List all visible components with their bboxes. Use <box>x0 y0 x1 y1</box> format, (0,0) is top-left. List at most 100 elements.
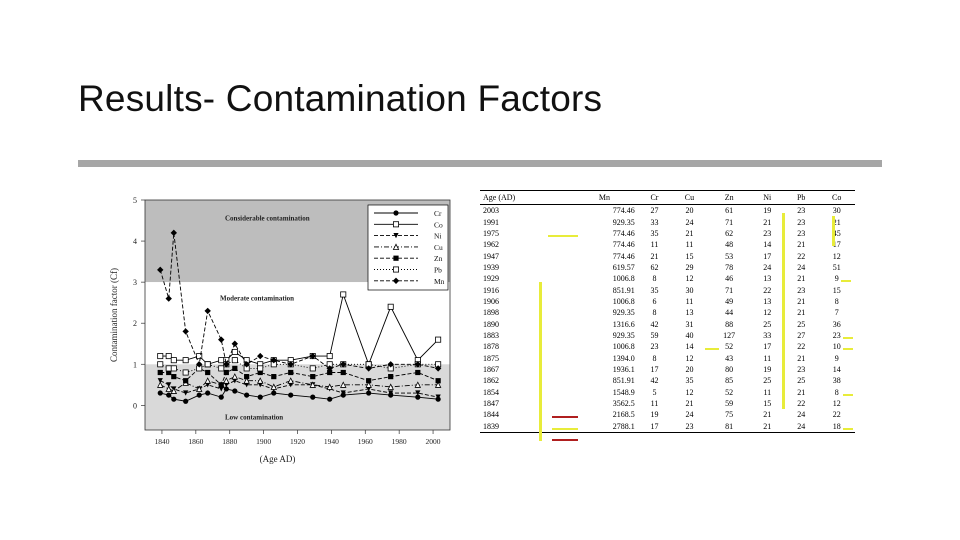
table-cell: 21 <box>650 251 659 261</box>
table-cell: 14 <box>685 342 694 352</box>
table-cell: 81 <box>707 420 751 433</box>
table-cell: 929.35 <box>612 217 635 227</box>
x-tick-label: 1860 <box>188 437 203 446</box>
data-point-zn <box>388 374 394 380</box>
table-row: 1991 929.35 33 24 71 21 23 21 <box>480 216 855 227</box>
highlight-underline <box>843 427 853 430</box>
data-point-co <box>196 353 203 360</box>
table-cell: 53 <box>725 251 734 261</box>
table-cell: 1844 <box>483 410 499 420</box>
data-point-mn <box>157 266 164 274</box>
table-cell: 21 <box>797 308 806 318</box>
table-cell: 40 <box>685 330 694 340</box>
data-point-cr <box>218 394 224 400</box>
table-cell: 8 <box>652 308 657 318</box>
table-row: 1962 774.46 11 11 48 14 21 17 <box>480 239 855 250</box>
table-cell: 17 <box>763 251 772 261</box>
table-cell: 46 <box>725 274 734 284</box>
table-cell: 6 <box>652 296 657 306</box>
table-row: 1947 774.46 21 15 53 17 22 12 <box>480 250 855 261</box>
data-point-co <box>218 357 225 364</box>
table-cell: 59 <box>650 330 659 340</box>
table-cell: 49 <box>725 296 734 306</box>
table-cell: 1548.9 <box>612 387 635 397</box>
table-cell: 23 <box>763 228 772 238</box>
table-cell: 21 <box>797 353 806 363</box>
zone-band-1 <box>145 282 450 365</box>
data-point-cr <box>205 390 211 396</box>
legend-label: Ni <box>434 232 442 241</box>
table-cell: 22 <box>797 251 806 261</box>
concentration-table: Age (AD) Mn Cr Cu Zn Ni Pb Co 2003 774.46 27 20 61 1… <box>480 190 855 441</box>
table-cell: 11 <box>763 387 772 397</box>
legend-label: Co <box>434 220 443 229</box>
table-cell: 27 <box>797 330 806 340</box>
table-cell: 2168.5 <box>612 410 635 420</box>
data-point-cu <box>365 381 372 388</box>
data-point-zn <box>288 369 294 376</box>
table-cell: 14 <box>832 364 841 374</box>
table-cell: 33 <box>650 217 659 227</box>
table-cell: 38 <box>832 376 841 386</box>
highlight-underline <box>843 336 853 339</box>
table-cell: 1898 <box>483 308 499 318</box>
table-cell: 774.46 <box>612 240 635 250</box>
y-tick-label: 0 <box>133 401 137 410</box>
table-cell: 1847 <box>483 399 499 409</box>
table-cell: 774.46 <box>612 206 635 216</box>
data-point-mn <box>223 361 230 368</box>
data-point-zn <box>327 369 333 376</box>
column-header: Ni <box>750 190 784 205</box>
table-row: 1939 619.57 62 29 78 24 24 51 <box>480 262 855 273</box>
table-cell: 1839 <box>480 420 572 433</box>
data-point-cu <box>223 377 230 384</box>
highlight-bar-co <box>832 216 835 246</box>
x-axis-label: (Age AD) <box>260 454 296 464</box>
data-point-cr <box>166 392 172 398</box>
table-cell: 13 <box>763 296 772 306</box>
x-tick-label: 1920 <box>290 437 305 446</box>
table-cell: 24 <box>685 410 694 420</box>
table-cell: 25 <box>797 319 806 329</box>
data-point-pb <box>257 365 264 372</box>
table-cell: 23 <box>832 330 841 340</box>
data-point-zn <box>415 369 421 376</box>
table-cell: 7 <box>834 308 839 318</box>
data-point-co <box>326 353 333 360</box>
data-point-cu <box>309 381 316 388</box>
column-header: Cr <box>637 190 672 205</box>
highlight-underline <box>705 348 719 351</box>
table-cell: 30 <box>685 285 694 295</box>
table-cell: 52 <box>725 342 734 352</box>
data-point-mn <box>243 361 250 368</box>
table-cell: 619.57 <box>612 262 635 272</box>
table-cell: 9 <box>834 274 839 284</box>
data-point-pb <box>309 365 316 372</box>
table-cell: 12 <box>763 308 772 318</box>
data-point-cr <box>183 398 189 404</box>
table-cell: 25 <box>763 376 772 386</box>
table-cell: 1975 <box>483 228 499 238</box>
table-cell: 62 <box>650 262 659 272</box>
legend-marker <box>393 255 399 261</box>
table-cell: 36 <box>832 319 841 329</box>
table-cell: 23 <box>797 206 806 216</box>
data-point-cr <box>310 394 316 400</box>
data-point-ni <box>415 390 421 396</box>
table-cell: 851.91 <box>612 376 635 386</box>
y-axis-label: Contamination factor (Cf) <box>109 268 119 362</box>
table-cell: 11 <box>650 240 659 250</box>
table-row: 1875 1394.0 8 12 43 11 21 9 <box>480 352 855 363</box>
table-cell: 22 <box>797 342 806 352</box>
table-cell: 18 <box>818 420 855 433</box>
table-cell: 35 <box>650 228 659 238</box>
series-line-ni <box>160 380 439 398</box>
data-point-ni <box>435 394 441 400</box>
table-cell: 14 <box>763 240 772 250</box>
table-cell: 23 <box>797 228 806 238</box>
table-cell: 17 <box>650 364 659 374</box>
data-point-pb <box>170 365 177 372</box>
data-point-mn <box>326 365 333 372</box>
table-row: 1929 1006.8 8 12 46 13 21 9 <box>480 273 855 284</box>
table-cell: 35 <box>650 285 659 295</box>
